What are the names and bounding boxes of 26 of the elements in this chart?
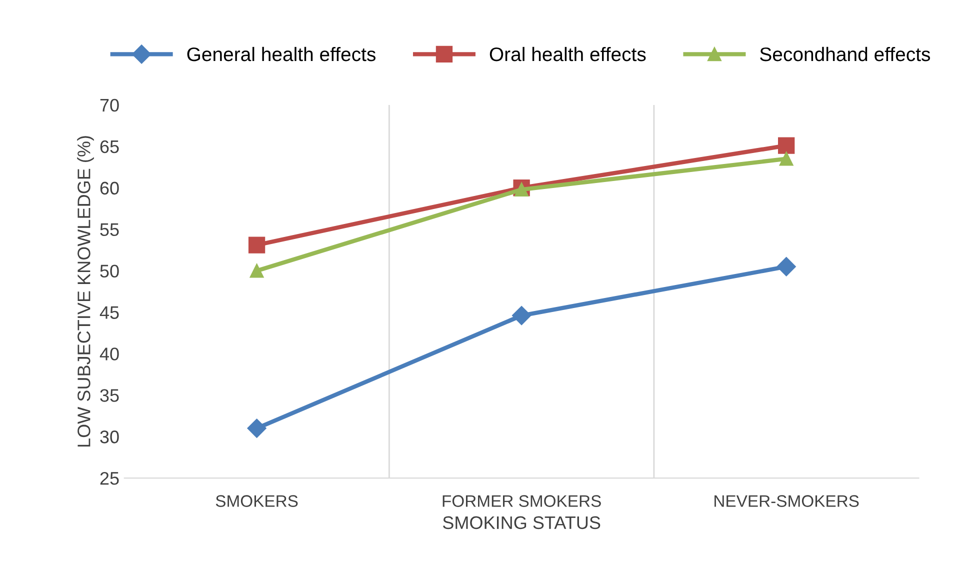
point [779, 152, 794, 166]
point [512, 306, 532, 326]
point [514, 182, 529, 196]
y-tick-label: 40 [100, 348, 119, 360]
x-tick-label: SMOKERS [216, 495, 298, 507]
y-tick-label: 60 [100, 182, 119, 195]
legend-label: Secondhand effects [760, 46, 930, 62]
y-tick-label: 55 [100, 223, 119, 236]
x-tick-label: NEVER-SMOKERS [714, 495, 859, 507]
y-tick-label: 65 [100, 140, 119, 154]
point [247, 418, 266, 438]
legend-label: General health effects [187, 46, 376, 62]
point [778, 137, 795, 154]
legend-label: Oral health effects [490, 46, 646, 62]
point [248, 236, 266, 254]
y-tick-label: 35 [100, 389, 119, 402]
y-tick-label: 45 [100, 306, 119, 319]
point [250, 264, 264, 278]
y-tick-label: 30 [100, 430, 119, 444]
y-axis-title: LOW SUBJECTIVE KNOWLEDGE (%) [77, 136, 94, 447]
point [776, 257, 796, 276]
x-axis-title: SMOKING STATUS [442, 516, 600, 530]
x-tick-label: FORMER SMOKERS [442, 495, 601, 507]
y-tick-label: 50 [100, 264, 119, 278]
y-tick-label: 70 [100, 98, 119, 112]
y-tick-label: 25 [100, 472, 119, 485]
